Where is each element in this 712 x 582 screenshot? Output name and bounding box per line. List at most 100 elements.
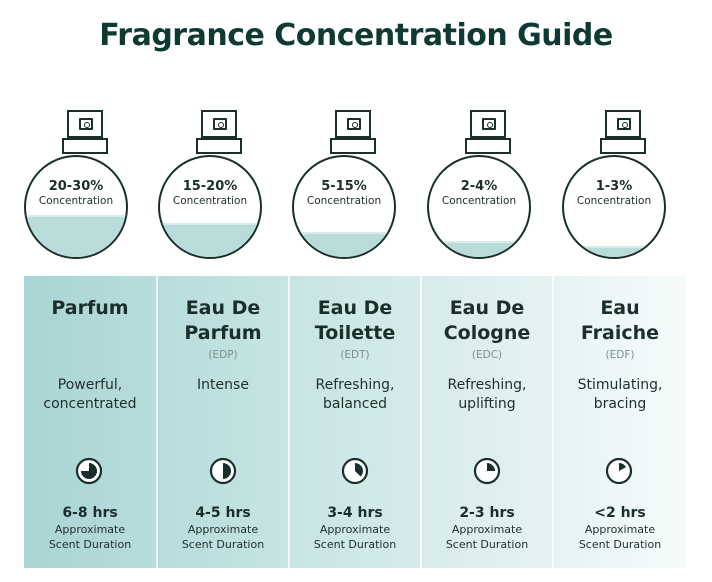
- column-parfum: Parfum Powerful, concentrated 6-8 hrs Ap…: [24, 276, 156, 568]
- fragrance-abbreviation: (EDT): [340, 349, 370, 361]
- concentration-label: Concentration: [306, 195, 382, 207]
- bottles-row: 20-30% Concentration 15-20% Concentratio…: [0, 100, 712, 270]
- fragrance-name-line1: Eau De: [185, 297, 261, 319]
- concentration-percent: 20-30%: [48, 179, 104, 194]
- bottle-neck: [465, 138, 511, 154]
- column-eau-de-toilette: Eau De Toilette (EDT) Refreshing, balanc…: [288, 276, 420, 568]
- duration-hours: 4-5 hrs: [195, 505, 251, 521]
- bottle-neck: [600, 138, 646, 154]
- fragrance-name: Eau Fraiche: [554, 296, 686, 346]
- fragrance-name-line1: Eau: [600, 297, 640, 319]
- bottle-parfum: 20-30% Concentration: [24, 100, 150, 270]
- concentration-label: Concentration: [576, 195, 652, 207]
- fragrance-name-line2: Parfum: [184, 322, 262, 344]
- bottle-cap: [605, 110, 641, 138]
- fragrance-description: Stimulating, bracing: [554, 376, 686, 414]
- description-line1: Stimulating,: [577, 377, 663, 393]
- duration-label-line2: Scent Duration: [181, 538, 265, 551]
- fragrance-abbreviation: (EDP): [208, 349, 238, 361]
- clock-elapsed-wedge: [355, 463, 364, 477]
- liquid-level: [160, 223, 260, 257]
- concentration-label: Concentration: [38, 195, 114, 207]
- bottle-neck: [330, 138, 376, 154]
- fragrance-name: Eau De Toilette: [290, 296, 420, 346]
- description-line2: uplifting: [458, 396, 516, 412]
- fragrance-name-line2: Cologne: [443, 322, 531, 344]
- bottle-globe: 1-3% Concentration: [562, 155, 666, 259]
- bottle-neck: [196, 138, 242, 154]
- bottle-globe: 15-20% Concentration: [158, 155, 262, 259]
- liquid-level: [564, 246, 664, 257]
- clock-elapsed-wedge: [619, 463, 627, 471]
- duration-label-line2: Scent Duration: [445, 538, 529, 551]
- bottle-eau-fraiche: 1-3% Concentration: [562, 100, 688, 270]
- bottle-eau-de-toilette: 5-15% Concentration: [292, 100, 418, 270]
- bottle-cap: [335, 110, 371, 138]
- duration-label-line1: Approximate: [584, 523, 656, 536]
- fragrance-description: Refreshing, uplifting: [422, 376, 552, 414]
- fragrance-name-line2: Toilette: [314, 322, 396, 344]
- clock-elapsed-wedge: [81, 463, 97, 479]
- clock-elapsed-wedge: [223, 463, 231, 479]
- concentration-percent: 1-3%: [595, 179, 633, 194]
- fragrance-name-line1: Eau De: [317, 297, 393, 319]
- column-eau-de-parfum: Eau De Parfum (EDP) Intense 4-5 hrs Appr…: [156, 276, 288, 568]
- fragrance-name-line1: Parfum: [51, 297, 129, 319]
- fragrance-description: Intense: [158, 376, 288, 395]
- duration-label-line2: Scent Duration: [313, 538, 397, 551]
- duration-label: Approximate Scent Duration: [422, 522, 552, 552]
- bottle-eau-de-cologne: 2-4% Concentration: [427, 100, 553, 270]
- duration-label-line1: Approximate: [451, 523, 523, 536]
- fragrance-name: Eau De Parfum: [158, 296, 288, 346]
- fragrance-name-line2: Fraiche: [580, 322, 660, 344]
- bottle-globe: 2-4% Concentration: [427, 155, 531, 259]
- concentration-percent: 5-15%: [321, 179, 367, 194]
- concentration-label: Concentration: [172, 195, 248, 207]
- duration-hours: <2 hrs: [594, 505, 646, 521]
- column-eau-de-cologne: Eau De Cologne (EDC) Refreshing, uplifti…: [420, 276, 552, 568]
- description-line1: Refreshing,: [447, 377, 527, 393]
- fragrance-abbreviation: (EDF): [605, 349, 635, 361]
- duration-label-line1: Approximate: [319, 523, 391, 536]
- clock-icon: [341, 457, 369, 485]
- duration-hours: 3-4 hrs: [327, 505, 383, 521]
- fragrance-name: Eau De Cologne: [422, 296, 552, 346]
- description-line1: Powerful,: [57, 377, 123, 393]
- clock-icon: [75, 457, 103, 485]
- fragrance-description: Powerful, concentrated: [24, 376, 156, 414]
- fragrance-columns: Parfum Powerful, concentrated 6-8 hrs Ap…: [24, 276, 686, 568]
- duration-hours: 2-3 hrs: [459, 505, 515, 521]
- clock-icon: [209, 457, 237, 485]
- duration-label: Approximate Scent Duration: [554, 522, 686, 552]
- concentration-percent: 15-20%: [182, 179, 238, 194]
- fragrance-abbreviation: (EDC): [471, 349, 503, 361]
- description-line1: Intense: [197, 377, 249, 393]
- liquid-level: [26, 215, 126, 257]
- description-line2: concentrated: [43, 396, 137, 412]
- duration-label: Approximate Scent Duration: [24, 522, 156, 552]
- description-line1: Refreshing,: [315, 377, 395, 393]
- description-line2: balanced: [322, 396, 387, 412]
- duration-label: Approximate Scent Duration: [158, 522, 288, 552]
- fragrance-name: Parfum: [24, 296, 156, 321]
- bottle-eau-de-parfum: 15-20% Concentration: [158, 100, 284, 270]
- clock-icon: [473, 457, 501, 485]
- bottle-cap: [201, 110, 237, 138]
- duration-label-line1: Approximate: [54, 523, 126, 536]
- fragrance-description: Refreshing, balanced: [290, 376, 420, 414]
- page-title: Fragrance Concentration Guide: [99, 18, 613, 53]
- bottle-globe: 5-15% Concentration: [292, 155, 396, 259]
- duration-label-line1: Approximate: [187, 523, 259, 536]
- duration-label: Approximate Scent Duration: [290, 522, 420, 552]
- bottle-neck: [62, 138, 108, 154]
- concentration-label: Concentration: [441, 195, 517, 207]
- duration-label-line2: Scent Duration: [48, 538, 132, 551]
- concentration-percent: 2-4%: [460, 179, 498, 194]
- bottle-globe: 20-30% Concentration: [24, 155, 128, 259]
- column-eau-fraiche: Eau Fraiche (EDF) Stimulating, bracing <…: [552, 276, 686, 568]
- duration-label-line2: Scent Duration: [578, 538, 662, 551]
- clock-elapsed-wedge: [487, 463, 495, 471]
- duration-hours: 6-8 hrs: [62, 505, 118, 521]
- fragrance-name-line1: Eau De: [449, 297, 525, 319]
- liquid-level: [429, 241, 529, 257]
